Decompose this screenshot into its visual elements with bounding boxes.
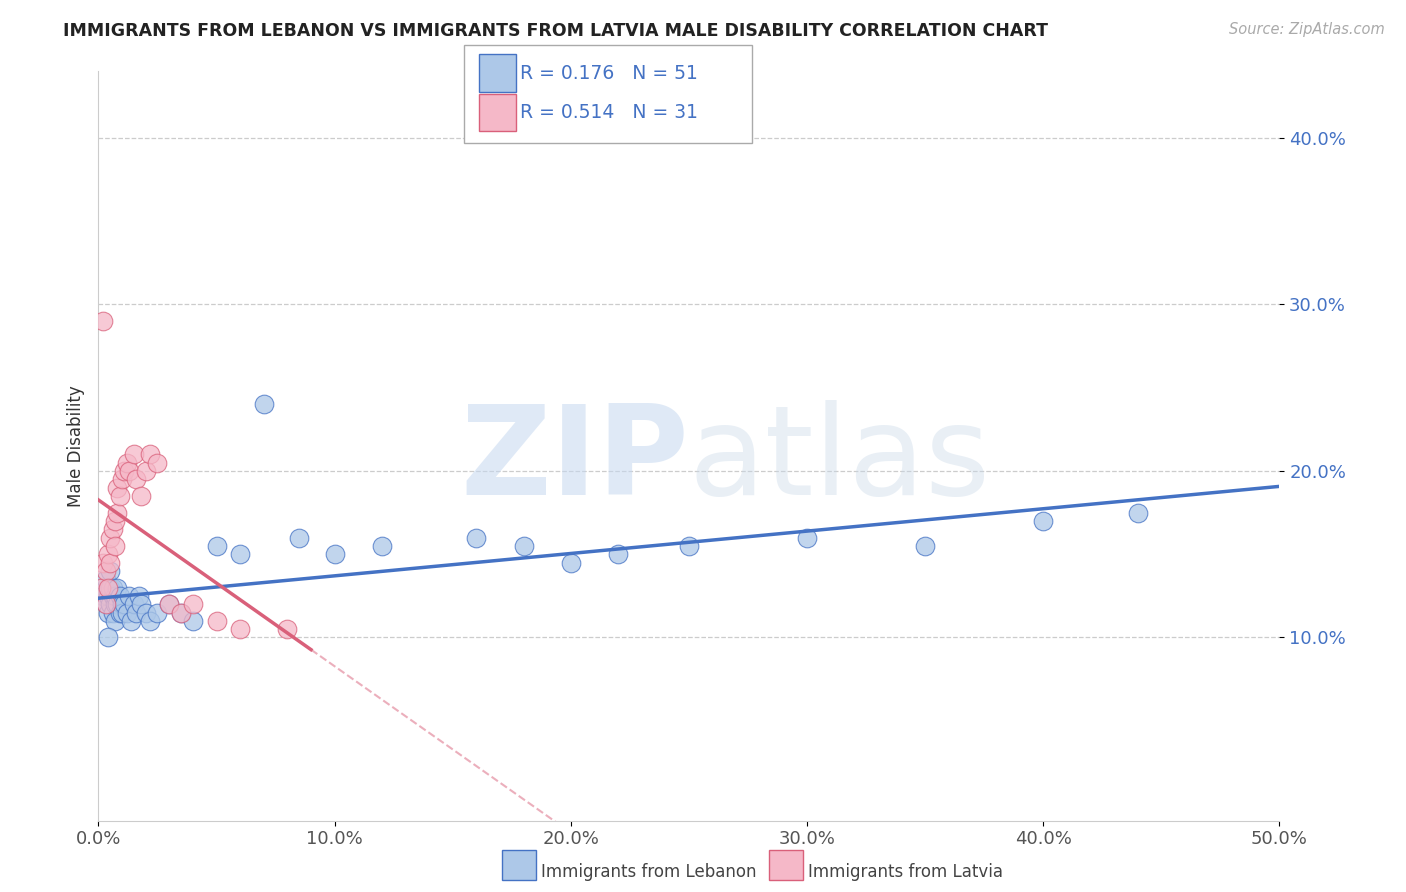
Point — [94, 572, 117, 586]
Point — [129, 489, 152, 503]
Point — [94, 564, 117, 578]
Point — [125, 472, 148, 486]
Point — [253, 397, 276, 411]
Point — [1032, 514, 1054, 528]
Point — [105, 506, 128, 520]
Point — [94, 597, 117, 611]
Point — [146, 456, 169, 470]
Point — [91, 314, 114, 328]
Text: IMMIGRANTS FROM LEBANON VS IMMIGRANTS FROM LATVIA MALE DISABILITY CORRELATION CH: IMMIGRANTS FROM LEBANON VS IMMIGRANTS FR… — [63, 22, 1049, 40]
Point — [111, 597, 134, 611]
Point — [135, 464, 157, 478]
Point — [512, 539, 534, 553]
Text: atlas: atlas — [689, 401, 991, 522]
Point — [104, 514, 127, 528]
Text: Immigrants from Latvia: Immigrants from Latvia — [808, 863, 1004, 881]
Y-axis label: Male Disability: Male Disability — [66, 385, 84, 507]
Text: R = 0.514   N = 31: R = 0.514 N = 31 — [520, 103, 699, 122]
Point — [146, 606, 169, 620]
Point — [98, 531, 121, 545]
Point — [139, 614, 162, 628]
Point — [101, 581, 124, 595]
Point — [560, 556, 582, 570]
Point — [101, 522, 124, 536]
Point — [115, 606, 138, 620]
Point — [90, 581, 112, 595]
Point — [157, 597, 180, 611]
Point — [115, 456, 138, 470]
Point — [98, 581, 121, 595]
Point — [105, 581, 128, 595]
Text: Immigrants from Lebanon: Immigrants from Lebanon — [541, 863, 756, 881]
Point — [181, 597, 204, 611]
Point — [90, 581, 112, 595]
Point — [101, 606, 124, 620]
Point — [94, 597, 117, 611]
Point — [914, 539, 936, 553]
Point — [108, 489, 131, 503]
Point — [98, 556, 121, 570]
Point — [125, 606, 148, 620]
Point — [101, 589, 124, 603]
Point — [288, 531, 311, 545]
Point — [104, 614, 127, 628]
Point — [118, 464, 141, 478]
Point — [111, 606, 134, 620]
Point — [111, 472, 134, 486]
Point — [104, 539, 127, 553]
Point — [112, 597, 135, 611]
Point — [229, 547, 252, 561]
Point — [91, 589, 114, 603]
Text: Source: ZipAtlas.com: Source: ZipAtlas.com — [1229, 22, 1385, 37]
Point — [122, 447, 145, 461]
Point — [205, 539, 228, 553]
Point — [323, 547, 346, 561]
Point — [112, 464, 135, 478]
Point — [97, 631, 120, 645]
Point — [1126, 506, 1149, 520]
Point — [678, 539, 700, 553]
Point — [465, 531, 488, 545]
Text: R = 0.176   N = 51: R = 0.176 N = 51 — [520, 63, 699, 83]
Point — [118, 589, 141, 603]
Point — [205, 614, 228, 628]
Point — [129, 597, 152, 611]
Point — [108, 589, 131, 603]
Point — [170, 606, 193, 620]
Point — [105, 481, 128, 495]
Point — [607, 547, 630, 561]
Point — [97, 581, 120, 595]
Point — [97, 589, 120, 603]
Point — [181, 614, 204, 628]
Point — [371, 539, 394, 553]
Point — [229, 622, 252, 636]
Point — [97, 547, 120, 561]
Point — [91, 556, 114, 570]
Point — [796, 531, 818, 545]
Point — [97, 606, 120, 620]
Point — [122, 597, 145, 611]
Point — [104, 597, 127, 611]
Point — [121, 614, 143, 628]
Point — [157, 597, 180, 611]
Point — [108, 606, 131, 620]
Point — [98, 597, 121, 611]
Point — [98, 564, 121, 578]
Point — [105, 597, 128, 611]
Point — [104, 589, 127, 603]
Point — [139, 447, 162, 461]
Point — [128, 589, 150, 603]
Point — [135, 606, 157, 620]
Point — [170, 606, 193, 620]
Point — [276, 622, 298, 636]
Text: ZIP: ZIP — [460, 401, 689, 522]
